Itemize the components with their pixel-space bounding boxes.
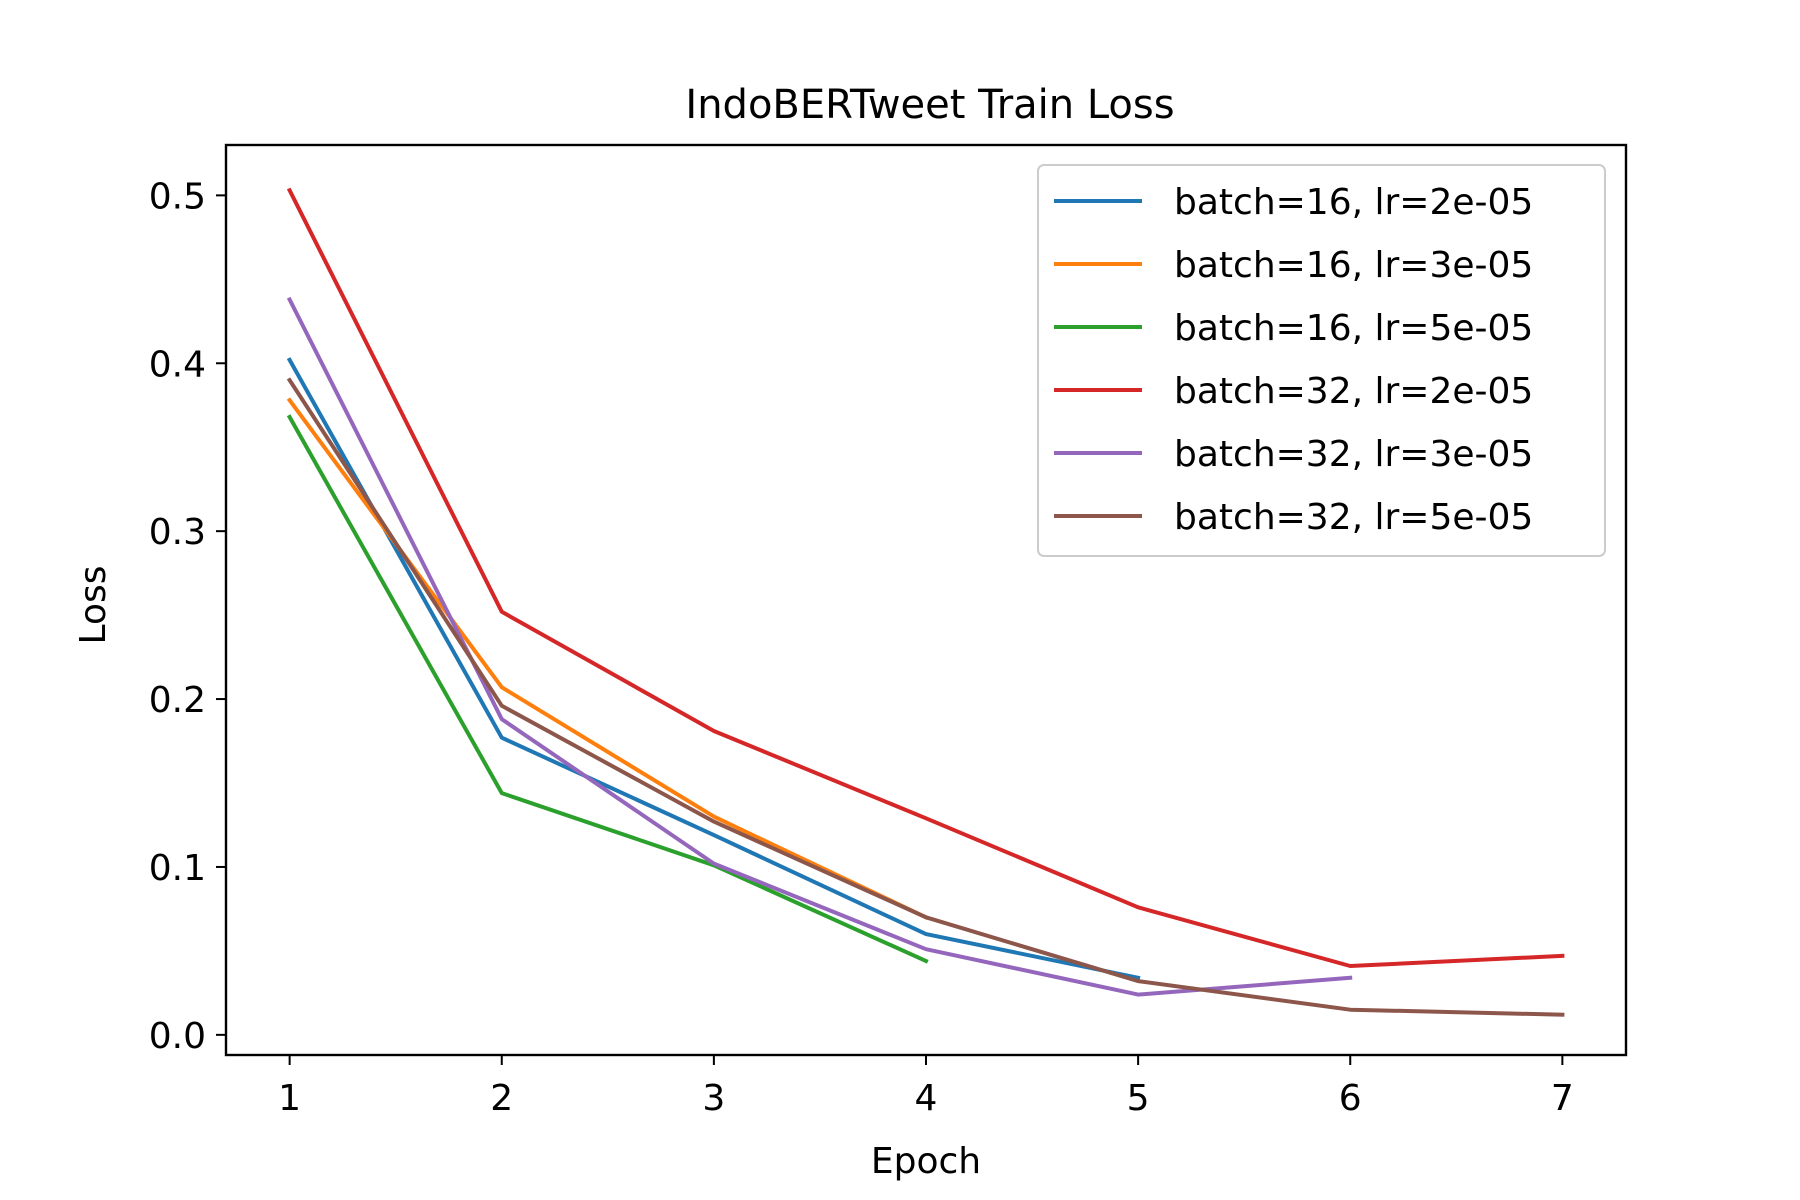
- y-tick-label: 0.2: [149, 680, 206, 721]
- legend-label: batch=16, lr=2e-05: [1174, 182, 1533, 223]
- legend-label: batch=32, lr=3e-05: [1174, 434, 1533, 475]
- legend-label: batch=16, lr=5e-05: [1174, 308, 1533, 349]
- legend: batch=16, lr=2e-05 batch=16, lr=3e-05 batc…: [1037, 164, 1606, 557]
- series-layer: [286, 187, 1565, 1017]
- series-line-4: [286, 187, 1565, 968]
- series-line-2: [286, 397, 929, 920]
- y-tick-label: 0.1: [149, 848, 206, 889]
- y-tick-label: 0.5: [149, 176, 206, 217]
- chart-title: IndoBERTweet Train Loss: [685, 82, 1174, 128]
- x-tick-label: 7: [1551, 1078, 1574, 1119]
- legend-label: batch=32, lr=2e-05: [1174, 371, 1533, 412]
- x-tick-label: 4: [915, 1078, 938, 1119]
- legend-frame: [1037, 164, 1606, 557]
- x-axis-label: Epoch: [871, 1141, 981, 1182]
- plot-area: [224, 143, 1628, 1057]
- x-tick-label: 1: [278, 1078, 301, 1119]
- x-axis: 1 2 3 4 5 6 7: [278, 1055, 1574, 1119]
- series-line-1: [286, 357, 1141, 981]
- x-tick-label: 5: [1127, 1078, 1150, 1119]
- x-tick-label: 6: [1339, 1078, 1362, 1119]
- y-axis-label: Loss: [73, 566, 114, 645]
- x-tick-label: 2: [490, 1078, 513, 1119]
- y-tick-label: 0.3: [149, 512, 206, 553]
- y-tick-label: 0.0: [149, 1016, 206, 1057]
- y-axis: 0.0 0.1 0.2 0.3 0.4 0.5: [149, 176, 226, 1057]
- series-line-6: [286, 377, 1565, 1017]
- x-tick-label: 3: [702, 1078, 725, 1119]
- y-tick-label: 0.4: [149, 344, 206, 385]
- legend-label: batch=16, lr=3e-05: [1174, 245, 1533, 286]
- legend-label: batch=32, lr=5e-05: [1174, 497, 1533, 538]
- series-line-3: [286, 414, 929, 964]
